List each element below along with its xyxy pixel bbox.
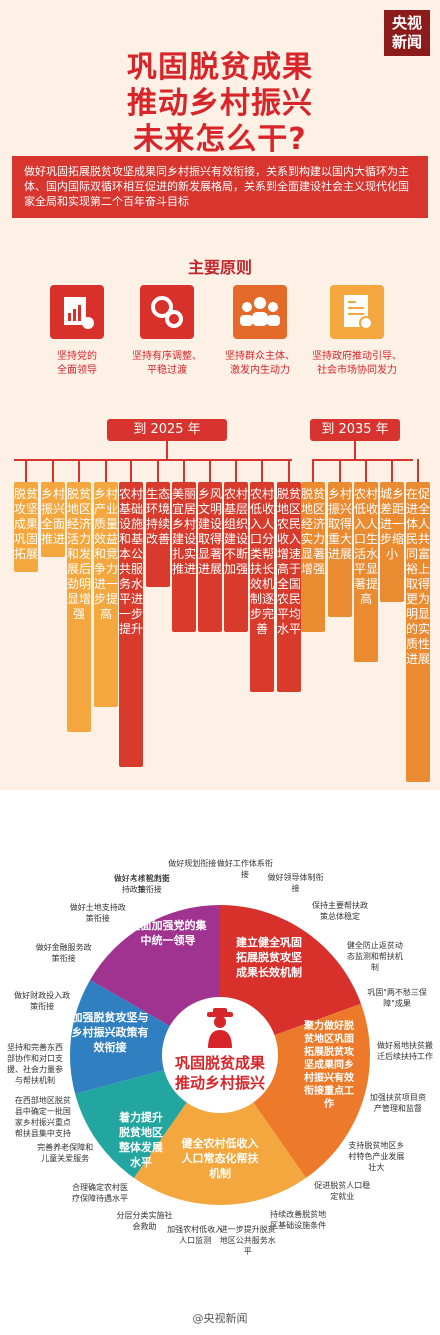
outer-measure-label: 做好考核机制衔接	[113, 874, 170, 895]
goal-2025-6: 生态环境持续改善	[146, 482, 170, 587]
connector-drop	[209, 459, 211, 482]
ring-segment	[220, 905, 361, 1036]
connector-drop	[78, 459, 80, 482]
outer-measure-label: 持续改善脱贫地区基础设施条件	[270, 1209, 327, 1230]
connector-2025-stem	[166, 441, 168, 459]
outer-measure-label: 做好金融服务政策衔接	[35, 943, 92, 964]
goal-2025-5: 农村基础设施和基本公共服务水平进一步提升	[119, 482, 143, 767]
ring-segment	[75, 1070, 187, 1178]
connector-drop	[365, 459, 367, 482]
outer-measure-label: 健全防止返贫动态监测和帮扶机制	[346, 940, 403, 972]
goal-2035-1: 脱贫地区经济实力显著增强	[301, 482, 325, 632]
outer-measure-label: 在西部地区脱贫县中确定一批国家乡村振兴重点帮扶县集中支持	[14, 1095, 71, 1138]
connector-drop	[261, 459, 263, 482]
ring-segment	[90, 905, 220, 1026]
goal-2025-9: 农村基层组织建设不断加强	[224, 482, 248, 632]
intro-text: 做好巩固拓展脱贫攻坚成果同乡村振兴有效衔接，关系到构建以国内大循环为主体、国内国…	[12, 156, 428, 218]
principle-label-1: 坚持党的 全面领导	[57, 351, 97, 376]
goal-2035-2: 乡村振兴取得重大进展	[328, 482, 352, 617]
logo-line-2: 新闻	[391, 33, 422, 51]
header-2025: 到 2025 年	[107, 419, 227, 441]
ring-segment	[70, 980, 170, 1094]
header-2035: 到 2035 年	[310, 419, 400, 441]
connector-2025-bar	[14, 459, 292, 461]
outer-measure-label: 加强扶贫项目资产管理和监督	[369, 1092, 426, 1113]
principles-heading: 主要原则	[187, 258, 252, 277]
goal-2025-11: 脱贫地区农民收入增速高于全国农民平均水平	[277, 482, 301, 692]
footer-credit: @央视新闻	[192, 1312, 248, 1325]
outer-measure-label: 完善养老保障和儿童关爱服务	[37, 1143, 94, 1164]
segment-policy: 加强脱贫攻坚与乡村振兴政策有效衔接	[71, 1011, 149, 1054]
connector-drop	[417, 459, 419, 482]
title-line-2: 推动乡村振兴	[127, 86, 313, 121]
goal-2025-7: 美丽宜居乡村建设扎实推进	[172, 482, 196, 632]
segment-development: 着力提升脱贫地区整体发展水平	[119, 1111, 163, 1169]
outer-measure-label: 做好规划衔接	[168, 859, 217, 869]
goal-2025-4: 乡村产业质量效益和竞争力进一步提高	[94, 482, 118, 707]
outer-measure-label: 进一步提升脱贫地区公共服务水平	[219, 1224, 276, 1256]
connector-drop	[105, 459, 107, 482]
document-icon	[330, 285, 384, 339]
outer-measure-label: 做好财政投入政策衔接	[14, 991, 71, 1012]
outer-measure-label: 支持脱贫地区乡村特色产业发展壮大	[348, 1140, 405, 1172]
title-line-1: 巩固脱贫成果	[127, 50, 313, 85]
outer-measure-label: 加强农村低收入人口监测	[167, 1225, 224, 1246]
principle-label-2: 坚持有序调整、 平稳过渡	[132, 351, 202, 376]
ring-segment	[133, 1102, 307, 1205]
connector-2035-stem	[354, 441, 356, 459]
segment-leadership: 全面加强党的集中统一领导	[129, 919, 207, 947]
outer-measure-label: 合理确定农村医疗保障待遇水平	[71, 1182, 128, 1203]
goal-2035-3: 农村低收入人口生活水平显著提高	[354, 482, 378, 662]
goal-2025-2: 乡村振兴全面推进	[41, 482, 65, 557]
outer-measure-label: 做好易地扶贫搬迁后续扶持工作	[376, 1040, 433, 1061]
goal-2025-8: 乡风文明建设取得显著进展	[198, 482, 222, 632]
principle-label-4: 坚持政府推动引导、 社会市场协同发力	[312, 351, 402, 376]
outer-measure-label: 做好人才智力支持政策衔接	[113, 874, 170, 895]
connector-drop	[391, 459, 393, 482]
logo-line-1: 央视	[391, 14, 422, 32]
outer-measure-label: 做好工作体系衔接	[216, 858, 273, 879]
people-icon	[233, 285, 287, 339]
goal-2025-3: 脱贫地区经济活力和发展后劲明显增强	[67, 482, 91, 732]
segment-key-work: 聚力做好脱贫地区巩固拓展脱贫攻坚成果同乡村振兴有效衔接重点工作	[304, 1021, 354, 1110]
segment-low-income: 健全农村低收入人口常态化帮扶机制	[181, 1137, 259, 1180]
farmer-icon	[205, 1008, 235, 1048]
ring-segment	[253, 1003, 370, 1178]
outer-measure-label: 做好领导体制衔接	[267, 873, 324, 894]
connector-drop	[52, 459, 54, 482]
goal-2035-4: 城乡差距进一步缩小	[380, 482, 404, 602]
title-line-3: 未来怎么干?	[133, 122, 307, 157]
measures-ring-diagram	[70, 905, 370, 1205]
connector-drop	[339, 459, 341, 482]
center-title-1: 巩固脱贫成果	[174, 1054, 265, 1072]
connector-drop	[25, 459, 27, 482]
goal-2025-10: 农村低收入人口分类帮扶长效机制逐步完善	[250, 482, 274, 692]
connector-2035-bar	[313, 459, 413, 461]
connector-drop	[312, 459, 314, 482]
leadership-chart-icon	[50, 285, 104, 339]
cctv-news-logo: 央视 新闻	[384, 10, 430, 56]
outer-measure-label: 保持主要帮扶政策总体稳定	[312, 901, 369, 922]
principle-label-3: 坚持群众主体、 激发内生动力	[225, 351, 295, 376]
outer-measure-label: 促进脱贫人口稳定就业	[314, 1180, 371, 1201]
outer-measure-label: 分层分类实施社会救助	[116, 1210, 173, 1231]
outer-measure-label: 巩固"两不愁三保障"成果	[367, 988, 427, 1009]
connector-drop	[288, 459, 290, 482]
outer-measure-label: 做好土地支持政策衔接	[69, 903, 126, 924]
gears-icon	[140, 285, 194, 339]
center-title-2: 推动乡村振兴	[174, 1074, 265, 1092]
outer-measure-label: 坚持和完善东西部协作和对口支援、社会力量参与帮扶机制	[7, 1043, 63, 1086]
connector-drop	[130, 459, 132, 482]
connector-drop	[235, 459, 237, 482]
goal-2025-1: 脱贫攻坚成果巩固拓展	[14, 482, 38, 572]
connector-drop	[157, 459, 159, 482]
segment-mechanism: 建立健全巩固拓展脱贫攻坚成果长效机制	[236, 936, 302, 979]
connector-drop	[183, 459, 185, 482]
goal-2035-5: 在促进全体人民共同富裕上取得更为明显的实质性进展	[406, 482, 430, 782]
